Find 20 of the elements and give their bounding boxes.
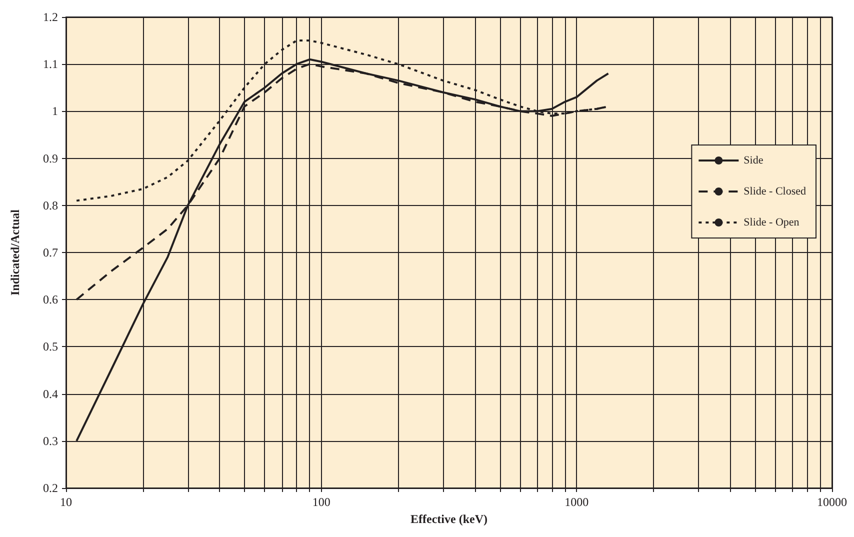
x-tick-label: 10: [60, 495, 72, 509]
legend-label: Slide - Closed: [744, 186, 806, 198]
y-tick-label: 1.1: [43, 57, 58, 72]
x-tick-label: 10000: [817, 495, 847, 509]
x-axis-title: Effective (keV): [410, 512, 488, 526]
y-tick-label: 0.2: [43, 481, 58, 495]
y-tick-label: 0.5: [43, 340, 58, 354]
legend-label: Side: [744, 154, 764, 166]
y-tick-label: 0.3: [43, 434, 58, 448]
x-tick-label: 1000: [564, 495, 589, 509]
legend-label: Slide - Open: [744, 216, 800, 228]
y-tick-label: 1: [52, 104, 58, 118]
y-axis-title: Indicated/Actual: [8, 208, 22, 296]
y-tick-label: 0.6: [43, 292, 58, 307]
y-tick-label: 0.4: [43, 386, 58, 401]
y-tick-label: 1.2: [43, 10, 58, 24]
y-tick-label: 0.8: [43, 198, 58, 212]
y-tick-label: 0.9: [43, 151, 58, 166]
x-tick-label: 100: [312, 495, 330, 509]
y-tick-label: 0.7: [43, 246, 58, 260]
